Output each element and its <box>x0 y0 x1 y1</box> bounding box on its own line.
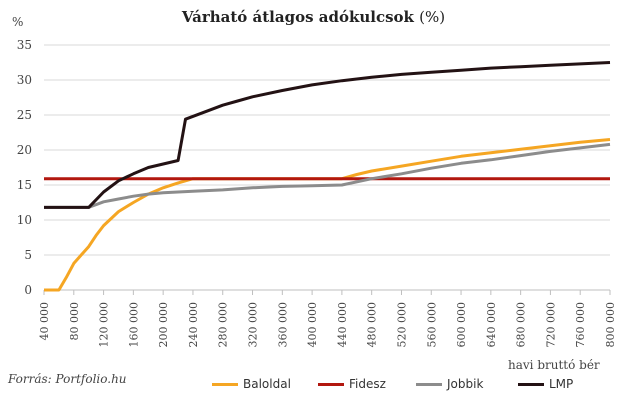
legend-swatch-baloldal <box>212 382 238 386</box>
axes: 0 5 10 15 20 25 30 35 40 000 80 000 120 000 160 000… <box>17 38 617 348</box>
y-tick-label: 5 <box>24 248 32 262</box>
grid <box>44 44 610 256</box>
legend-swatch-lmp <box>518 382 544 386</box>
series-lines <box>44 61 611 292</box>
x-tick-label: 160 000 <box>127 302 140 348</box>
x-tick-label: 120 000 <box>98 302 111 348</box>
y-tick-label: 0 <box>24 283 32 297</box>
x-tick-label: 80 000 <box>68 302 81 341</box>
x-tick-label: 680 000 <box>515 302 528 348</box>
legend-swatch-jobbik <box>416 382 442 386</box>
y-tick-label: 20 <box>17 143 32 157</box>
x-tick-label: 600 000 <box>455 302 468 348</box>
x-tick-label: 320 000 <box>247 302 260 348</box>
chart-title-unit: (%) <box>419 8 446 26</box>
legend-label-baloldal: Baloldal <box>243 377 291 391</box>
x-tick-label: 400 000 <box>306 302 319 348</box>
series-line-baloldal <box>44 138 611 292</box>
x-tick-label: 40 000 <box>38 302 51 341</box>
x-tick-label: 720 000 <box>544 302 557 348</box>
y-axis-unit-label: % <box>12 15 23 29</box>
x-axis-title: havi bruttó bér <box>508 358 600 372</box>
legend-label-jobbik: Jobbik <box>447 377 484 391</box>
legend-label-lmp: LMP <box>549 377 574 391</box>
x-tick-label: 360 000 <box>276 302 289 348</box>
x-tick-label: 560 000 <box>425 302 438 348</box>
legend-item-lmp: LMP <box>518 377 573 391</box>
x-tick-label: 440 000 <box>336 302 349 348</box>
x-tick-label: 240 000 <box>187 302 200 348</box>
y-tick-label: 25 <box>17 108 32 122</box>
source-note: Forrás: Portfolio.hu <box>8 372 127 386</box>
x-tick-label: 480 000 <box>366 302 379 348</box>
x-tick-label: 760 000 <box>574 302 587 348</box>
x-tick-label: 280 000 <box>217 302 230 348</box>
x-tick-label: 200 000 <box>157 302 170 348</box>
x-tick-label: 800 000 <box>604 302 617 348</box>
y-tick-label: 10 <box>17 213 32 227</box>
y-tick-label: 35 <box>17 38 32 52</box>
series-line-lmp <box>44 61 611 209</box>
legend: Baloldal Fidesz Jobbik LMP <box>0 377 627 397</box>
legend-item-jobbik: Jobbik <box>416 377 483 391</box>
legend-item-fidesz: Fidesz <box>318 377 386 391</box>
legend-item-baloldal: Baloldal <box>212 377 291 391</box>
series-line-jobbik <box>44 142 611 209</box>
y-tick-label: 15 <box>17 178 32 192</box>
y-tick-label: 30 <box>17 73 32 87</box>
x-tick-label: 640 000 <box>485 302 498 348</box>
chart-title: Várható átlagos adókulcsok (%) <box>0 8 627 26</box>
legend-swatch-fidesz <box>318 382 344 386</box>
x-tick-label: 520 000 <box>395 302 408 348</box>
chart-title-text: Várható átlagos adókulcsok <box>181 8 414 26</box>
legend-label-fidesz: Fidesz <box>349 377 386 391</box>
